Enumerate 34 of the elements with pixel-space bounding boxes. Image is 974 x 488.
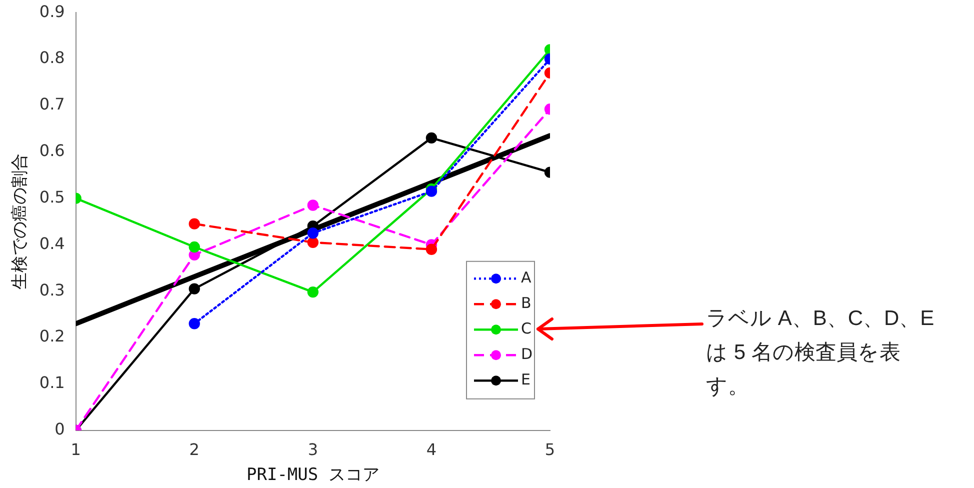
point bbox=[188, 218, 200, 230]
point bbox=[307, 236, 319, 248]
y-tick-label: 0.7 bbox=[39, 94, 65, 114]
y-axis-title: 生検での癌の割合 bbox=[10, 154, 29, 290]
y-tick-label: 0.6 bbox=[39, 141, 65, 160]
y-tick-label: 0.8 bbox=[39, 48, 65, 68]
x-axis-title: PRI-MUS スコア bbox=[246, 465, 380, 486]
point bbox=[426, 244, 438, 255]
x-tick-label: 5 bbox=[544, 440, 556, 460]
legend-label: E bbox=[521, 370, 530, 389]
y-tick-label: 0.1 bbox=[39, 373, 65, 392]
y-tick-label: 0.5 bbox=[39, 187, 65, 206]
text: ラベル A、B、C、D、E は 5 名の検査員を表す。 bbox=[706, 306, 936, 400]
legend-label: C bbox=[521, 320, 532, 338]
y-tick-label: 0.9 bbox=[39, 2, 65, 21]
x-tick-label: 2 bbox=[189, 440, 200, 460]
point bbox=[426, 186, 438, 197]
y-tick-label: 0.4 bbox=[39, 234, 65, 253]
y-tick-label: 0 bbox=[54, 420, 65, 439]
point bbox=[307, 286, 319, 298]
x-tick-label: 3 bbox=[308, 440, 318, 460]
point bbox=[307, 200, 319, 211]
point bbox=[426, 132, 438, 144]
legend-label: A bbox=[521, 268, 532, 287]
point bbox=[188, 318, 200, 330]
point bbox=[188, 283, 200, 294]
y-tick-label: 0.3 bbox=[39, 280, 65, 300]
point bbox=[307, 228, 319, 239]
legend-label: B bbox=[521, 294, 532, 312]
y-tick-label: 0.2 bbox=[39, 326, 65, 346]
x-tick-label: 4 bbox=[426, 440, 437, 460]
legend-label: D bbox=[521, 345, 533, 364]
x-tick-label: 1 bbox=[70, 440, 81, 460]
point bbox=[188, 241, 200, 253]
